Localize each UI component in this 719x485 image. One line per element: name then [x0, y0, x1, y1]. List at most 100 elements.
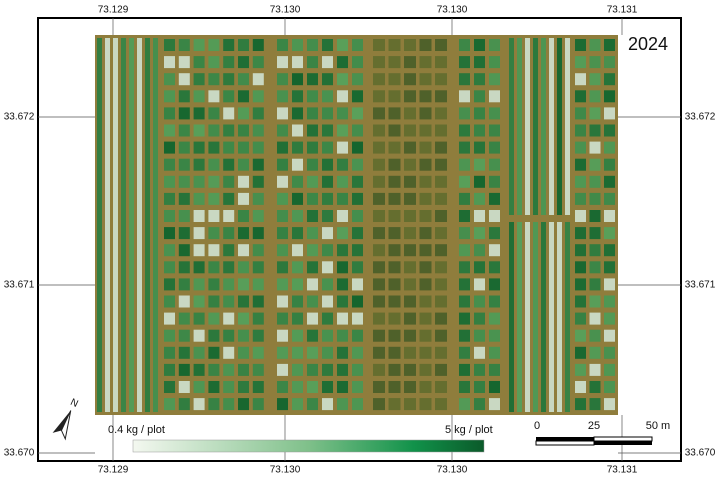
- plot: [604, 244, 615, 257]
- plot: [352, 56, 363, 69]
- plot: [337, 346, 348, 359]
- plot: [252, 56, 264, 69]
- plot: [307, 244, 318, 257]
- left-coord-label: 33.672: [4, 112, 35, 123]
- legend-max-label: 5 kg / plot: [445, 424, 493, 436]
- plot: [489, 56, 500, 69]
- plot: [337, 329, 348, 342]
- plot: [307, 312, 318, 325]
- plot: [208, 398, 220, 411]
- plot: [474, 141, 485, 154]
- plot: [277, 73, 288, 86]
- plot: [459, 56, 470, 69]
- plot: [252, 278, 264, 291]
- plot: [435, 363, 447, 376]
- plot: [489, 398, 500, 411]
- plot: [193, 398, 205, 411]
- plot: [238, 295, 249, 308]
- plot: [238, 363, 249, 376]
- plot: [292, 73, 303, 86]
- plot: [277, 39, 288, 51]
- right-coord-label: 33.671: [685, 280, 716, 291]
- plot: [352, 312, 363, 325]
- plot: [307, 73, 318, 86]
- plot: [459, 107, 470, 120]
- plot: [489, 210, 500, 222]
- plot: [307, 107, 318, 120]
- plot: [164, 329, 175, 342]
- plot: [419, 39, 432, 51]
- plot: [575, 261, 586, 274]
- plot: [604, 398, 615, 411]
- plot: [489, 141, 500, 154]
- plot: [589, 381, 601, 393]
- plot: [252, 192, 264, 205]
- plot: [238, 261, 249, 274]
- plot-strip: [105, 38, 110, 412]
- plot: [164, 261, 175, 274]
- plot: [489, 90, 500, 103]
- plot: [322, 363, 333, 376]
- plot: [388, 56, 401, 69]
- plot: [307, 56, 318, 69]
- plot: [292, 312, 303, 325]
- plot: [604, 278, 615, 291]
- plot: [589, 278, 601, 291]
- plot: [604, 346, 615, 359]
- plot: [178, 175, 190, 188]
- plot: [292, 346, 303, 359]
- plot: [489, 381, 500, 393]
- plot: [337, 278, 348, 291]
- plot: [322, 210, 333, 222]
- plot: [373, 90, 385, 103]
- plot: [307, 346, 318, 359]
- plot: [223, 261, 235, 274]
- plot: [292, 175, 303, 188]
- plot: [193, 278, 205, 291]
- plot: [373, 295, 385, 308]
- plot: [252, 381, 264, 393]
- plot: [178, 398, 190, 411]
- plot: [277, 158, 288, 171]
- plot: [474, 39, 485, 51]
- plot: [277, 261, 288, 274]
- plot: [459, 244, 470, 257]
- plot: [238, 398, 249, 411]
- plot: [459, 278, 470, 291]
- top-coord-label: 73.130: [437, 5, 468, 16]
- plot: [322, 398, 333, 411]
- plot: [238, 312, 249, 325]
- plot-strip: [549, 38, 554, 215]
- plot: [277, 312, 288, 325]
- plot: [178, 39, 190, 51]
- plot: [292, 261, 303, 274]
- plot-strip: [153, 38, 158, 412]
- plot: [277, 124, 288, 137]
- plot: [178, 56, 190, 69]
- plot: [193, 158, 205, 171]
- plot: [322, 124, 333, 137]
- plot: [292, 107, 303, 120]
- plot: [223, 227, 235, 240]
- year-label: 2024: [628, 34, 668, 54]
- plot: [404, 398, 416, 411]
- plot: [164, 227, 175, 240]
- plot-strip: [541, 38, 546, 215]
- plot: [352, 329, 363, 342]
- plot: [575, 73, 586, 86]
- plot: [277, 175, 288, 188]
- plot: [474, 175, 485, 188]
- plot: [193, 227, 205, 240]
- plot: [404, 141, 416, 154]
- plot: [435, 398, 447, 411]
- plot: [252, 312, 264, 325]
- plot: [435, 192, 447, 205]
- plot: [307, 261, 318, 274]
- plot: [178, 244, 190, 257]
- plot: [238, 227, 249, 240]
- plot: [604, 90, 615, 103]
- plot: [223, 192, 235, 205]
- top-coord-label: 73.131: [607, 5, 638, 16]
- plot: [419, 398, 432, 411]
